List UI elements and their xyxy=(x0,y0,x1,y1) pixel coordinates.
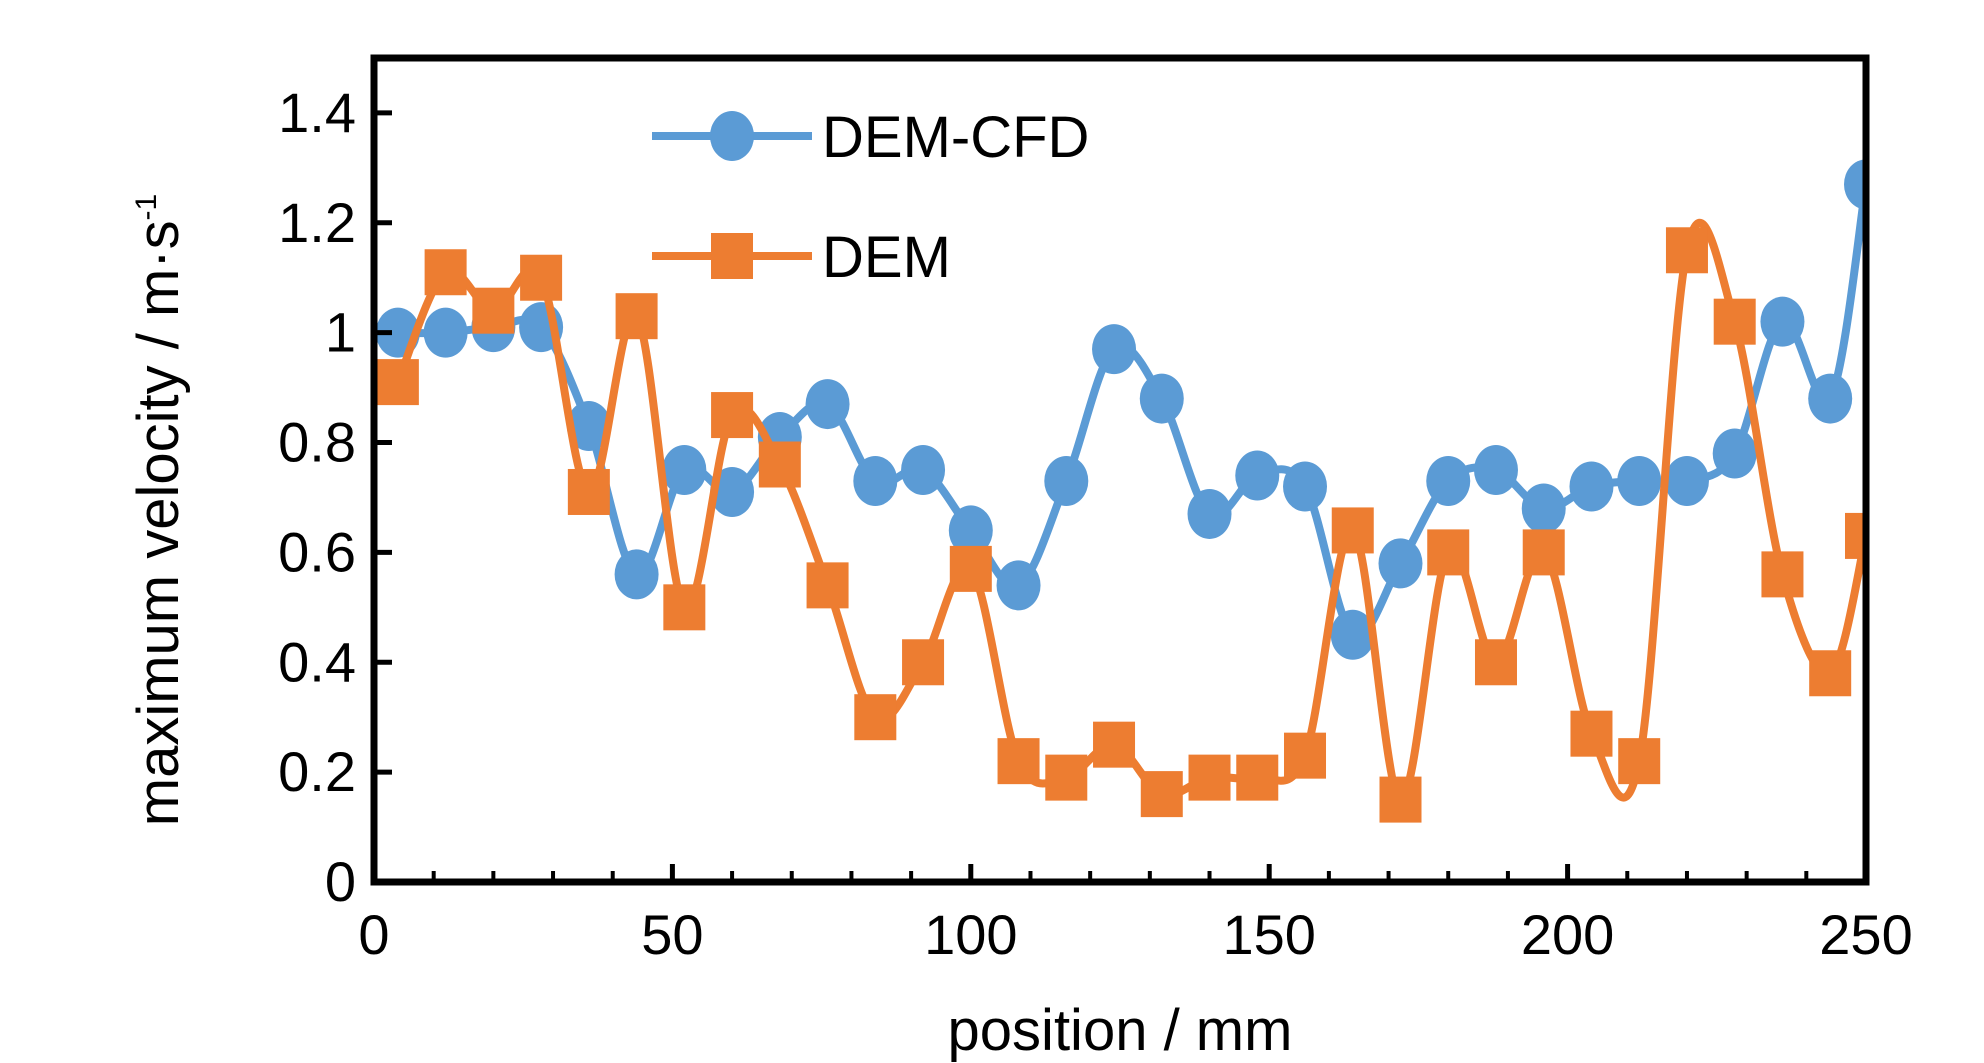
plot-frame xyxy=(370,54,1870,886)
series-layer xyxy=(375,159,1866,823)
data-point-dem xyxy=(1140,771,1183,818)
x-tick-label: 0 xyxy=(358,903,389,966)
y-axis-title-main: maximum velocity / m·s xyxy=(126,220,191,826)
data-point-dem-cfd xyxy=(566,401,611,452)
data-point-dem-cfd xyxy=(1712,428,1757,479)
data-point-dem-cfd xyxy=(1844,159,1866,210)
data-point-dem xyxy=(1045,754,1088,801)
data-point-dem-cfd xyxy=(1044,455,1089,506)
data-point-dem xyxy=(1665,227,1708,274)
data-point-dem xyxy=(806,562,849,609)
y-axis-title-group: maximum velocity / m·s-1 xyxy=(126,194,191,827)
data-point-dem-cfd xyxy=(996,560,1041,611)
data-point-dem xyxy=(567,468,610,515)
legend-marker-dem xyxy=(711,233,753,279)
y-axis-title-superscript: -1 xyxy=(130,194,163,221)
data-point-dem-cfd xyxy=(1760,296,1805,347)
data-point-dem xyxy=(376,359,419,406)
y-tick-label: 0.6 xyxy=(278,520,356,583)
data-point-dem xyxy=(1761,551,1804,598)
data-point-dem xyxy=(949,545,992,592)
data-point-dem-cfd xyxy=(1426,455,1471,506)
data-point-dem xyxy=(1570,710,1613,757)
x-tick-label: 50 xyxy=(641,903,703,966)
legend-label-dem-cfd: DEM-CFD xyxy=(822,105,1089,170)
data-point-dem-cfd xyxy=(948,505,993,556)
data-point-dem xyxy=(615,293,658,340)
data-point-dem-cfd xyxy=(423,307,468,358)
data-point-dem-cfd xyxy=(1330,609,1375,660)
data-point-dem xyxy=(472,287,515,334)
data-point-dem xyxy=(1427,529,1470,576)
data-point-dem-cfd xyxy=(1473,445,1518,495)
data-point-dem-cfd xyxy=(1092,324,1137,375)
data-point-dem xyxy=(520,254,563,301)
data-point-dem xyxy=(1284,732,1327,779)
y-tick-label: 1.2 xyxy=(278,191,356,254)
data-point-dem-cfd xyxy=(710,466,755,517)
data-point-dem-cfd xyxy=(901,445,946,495)
data-point-dem-cfd xyxy=(1187,488,1232,539)
data-point-dem-cfd xyxy=(1808,373,1853,424)
data-point-dem xyxy=(1331,507,1374,554)
data-point-dem-cfd xyxy=(1283,461,1328,512)
legend: DEM-CFD DEM xyxy=(652,105,1089,290)
data-point-dem-cfd xyxy=(1139,373,1184,424)
y-tick-label: 1 xyxy=(325,301,356,364)
data-point-dem xyxy=(1522,529,1565,576)
x-axis: 0 50 100 150 200 250 xyxy=(358,864,1913,966)
legend-label-dem: DEM xyxy=(822,225,951,290)
data-point-dem xyxy=(1379,776,1422,823)
x-tick-label: 100 xyxy=(924,903,1017,966)
data-point-dem-cfd xyxy=(805,379,850,430)
y-tick-label: 0 xyxy=(325,850,356,913)
data-point-dem xyxy=(997,738,1040,785)
x-tick-label: 200 xyxy=(1521,903,1614,966)
series-dem xyxy=(376,218,1866,823)
data-point-dem xyxy=(1474,639,1517,686)
data-point-dem-cfd xyxy=(614,549,659,600)
x-tick-label: 250 xyxy=(1819,903,1912,966)
y-tick-label: 0.8 xyxy=(278,411,356,474)
data-point-dem-cfd xyxy=(1617,455,1662,506)
data-point-dem-cfd xyxy=(1569,461,1614,512)
y-axis-title: maximum velocity / m·s-1 xyxy=(126,194,191,827)
data-point-dem-cfd xyxy=(853,455,898,506)
legend-marker-dem-cfd xyxy=(710,111,754,161)
y-tick-label: 0.2 xyxy=(278,740,356,803)
data-point-dem xyxy=(1845,512,1866,559)
data-point-dem xyxy=(663,584,706,631)
data-point-dem xyxy=(1093,721,1136,768)
legend-item-dem: DEM xyxy=(652,225,951,290)
data-point-dem xyxy=(1713,298,1756,345)
x-tick-label: 150 xyxy=(1222,903,1315,966)
y-axis: 0 0.2 0.4 0.6 0.8 1 1.2 1.4 xyxy=(278,81,392,913)
data-point-dem xyxy=(1618,738,1661,785)
data-point-dem xyxy=(1188,754,1231,801)
data-point-dem xyxy=(711,392,754,439)
data-point-dem xyxy=(424,249,467,296)
data-point-dem xyxy=(902,639,945,686)
legend-item-dem-cfd: DEM-CFD xyxy=(652,105,1089,170)
data-point-dem-cfd xyxy=(1521,483,1566,534)
data-point-dem-cfd xyxy=(1235,450,1280,501)
data-point-dem-cfd xyxy=(1664,455,1709,506)
data-point-dem xyxy=(854,694,897,741)
y-tick-label: 1.4 xyxy=(278,81,356,144)
data-point-dem xyxy=(758,441,801,488)
series-dem-cfd xyxy=(375,159,1866,660)
x-axis-title: position / mm xyxy=(948,998,1293,1063)
data-point-dem xyxy=(1236,754,1279,801)
data-point-dem xyxy=(1809,650,1852,697)
data-point-dem-cfd xyxy=(1378,538,1423,589)
y-tick-label: 0.4 xyxy=(278,630,356,693)
data-point-dem-cfd xyxy=(662,445,707,495)
